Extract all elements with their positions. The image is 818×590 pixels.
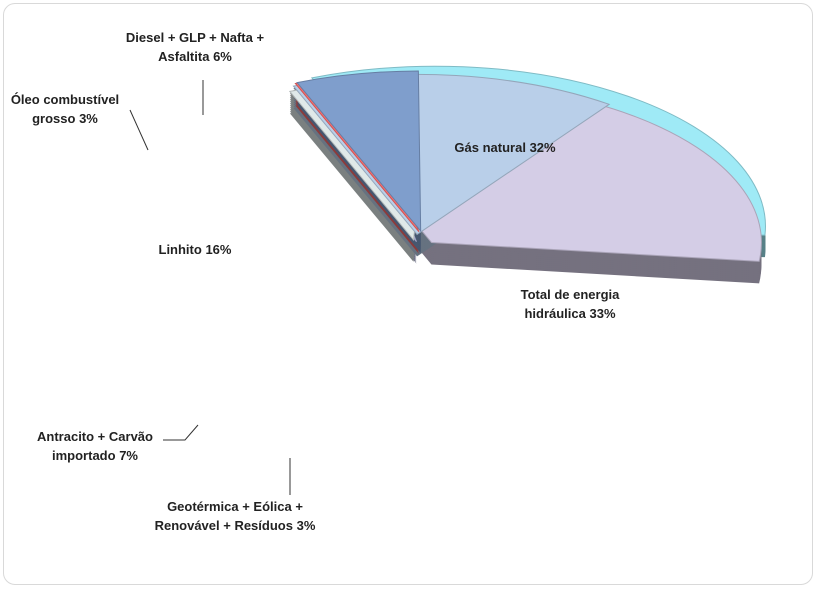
slice-label: Antracito + Carvão importado 7% <box>25 427 165 465</box>
value-label: 32% <box>529 140 556 155</box>
slice-label: Geotérmica + Eólica + Renovável + Resídu… <box>150 497 320 535</box>
value-label: 7% <box>119 448 138 463</box>
chart-frame <box>3 3 813 585</box>
slice <box>296 70 422 233</box>
slice-label: Total de energia hidráulica 33% <box>500 285 640 323</box>
slice-label: Óleo combustível grosso 3% <box>0 90 130 128</box>
slice-label: Diesel + GLP + Nafta + Asfaltita 6% <box>105 28 285 66</box>
slice-label: Gás natural 32% <box>440 138 570 157</box>
value-label: 3% <box>296 518 316 533</box>
category-label: Antracito + Carvão importado <box>37 429 153 463</box>
category-label: Geotérmica + Eólica + Renovável + Resídu… <box>154 499 303 533</box>
category-label: Total de energia hidráulica <box>520 287 620 321</box>
category-label: Gás natural <box>454 140 526 155</box>
value-label: 33% <box>589 306 616 321</box>
value-label: 16% <box>205 242 232 257</box>
category-label: Óleo combustível grosso <box>10 92 120 126</box>
category-label: Linhito <box>158 242 202 257</box>
slice-label: Linhito 16% <box>130 240 260 259</box>
leader-line <box>129 109 149 151</box>
value-label: 6% <box>213 49 232 64</box>
value-label: 3% <box>79 111 98 126</box>
category-label: Diesel + GLP + Nafta + Asfaltita <box>125 30 265 64</box>
leader-line <box>163 424 199 441</box>
